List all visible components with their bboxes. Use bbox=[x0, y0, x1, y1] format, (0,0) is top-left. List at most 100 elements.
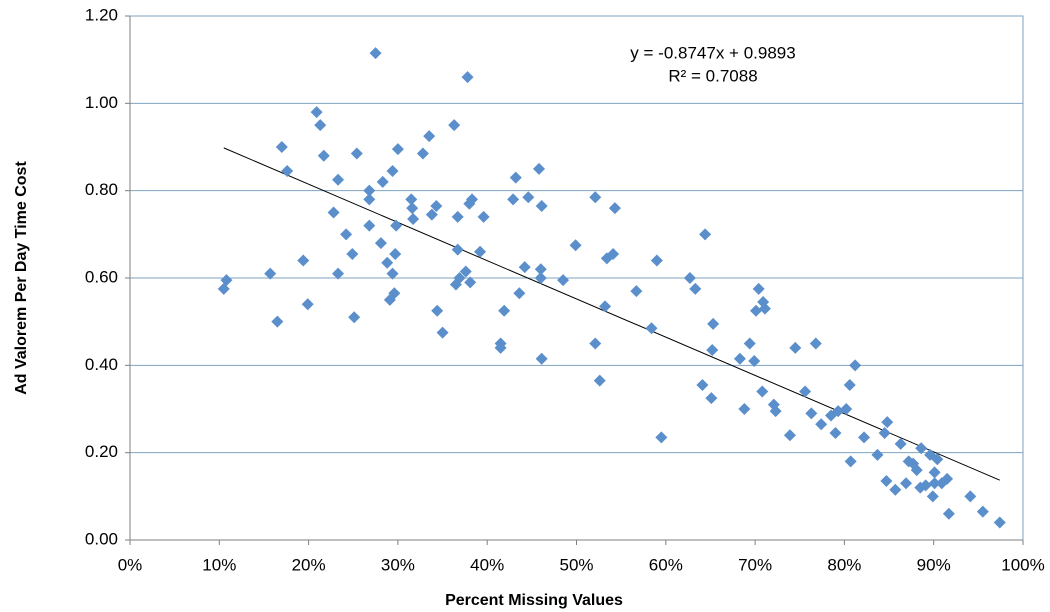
point bbox=[451, 210, 464, 223]
point bbox=[271, 315, 284, 328]
point bbox=[416, 147, 429, 160]
point bbox=[264, 267, 277, 280]
point bbox=[386, 267, 399, 280]
point bbox=[900, 477, 913, 490]
point bbox=[494, 341, 507, 354]
point bbox=[931, 453, 944, 466]
point bbox=[430, 199, 443, 212]
point bbox=[310, 106, 323, 119]
point bbox=[756, 385, 769, 398]
point bbox=[327, 206, 340, 219]
point bbox=[474, 245, 487, 258]
point bbox=[926, 490, 939, 503]
point bbox=[964, 490, 977, 503]
y-tick-label: 0.20 bbox=[85, 442, 118, 461]
point bbox=[522, 191, 535, 204]
point bbox=[388, 287, 401, 300]
point bbox=[849, 359, 862, 372]
point bbox=[769, 405, 782, 418]
point bbox=[390, 219, 403, 232]
point bbox=[535, 199, 548, 212]
point bbox=[346, 247, 359, 260]
y-tick-label: 0.80 bbox=[85, 180, 118, 199]
point bbox=[513, 287, 526, 300]
point bbox=[844, 455, 857, 468]
x-tick-label: 50% bbox=[559, 555, 593, 574]
point bbox=[425, 208, 438, 221]
point bbox=[498, 304, 511, 317]
point bbox=[696, 378, 709, 391]
point bbox=[220, 274, 233, 287]
point bbox=[789, 341, 802, 354]
x-tick-label: 10% bbox=[202, 555, 236, 574]
point bbox=[332, 267, 345, 280]
point bbox=[589, 337, 602, 350]
point bbox=[871, 448, 884, 461]
point bbox=[363, 184, 376, 197]
point bbox=[532, 162, 545, 175]
point bbox=[451, 243, 464, 256]
point bbox=[381, 256, 394, 269]
point bbox=[928, 466, 941, 479]
point bbox=[391, 143, 404, 156]
point bbox=[518, 261, 531, 274]
point bbox=[535, 352, 548, 365]
point bbox=[829, 427, 842, 440]
point bbox=[569, 239, 582, 252]
x-tick-label: 60% bbox=[649, 555, 683, 574]
point bbox=[748, 354, 761, 367]
point bbox=[805, 407, 818, 420]
point bbox=[593, 374, 606, 387]
point bbox=[743, 337, 756, 350]
point bbox=[281, 165, 294, 178]
point bbox=[705, 392, 718, 405]
point bbox=[650, 254, 663, 267]
point bbox=[534, 272, 547, 284]
point bbox=[386, 165, 399, 178]
y-tick-label: 1.20 bbox=[85, 5, 118, 24]
point bbox=[389, 247, 402, 260]
point bbox=[858, 431, 871, 444]
point bbox=[894, 437, 907, 450]
point bbox=[406, 202, 419, 215]
x-tick-label: 80% bbox=[827, 555, 861, 574]
point bbox=[314, 119, 327, 132]
x-tick-label: 0% bbox=[118, 555, 143, 574]
point bbox=[405, 193, 418, 206]
point bbox=[919, 479, 932, 492]
x-tick-label: 30% bbox=[381, 555, 415, 574]
point bbox=[363, 193, 376, 206]
point bbox=[589, 191, 602, 204]
point bbox=[889, 483, 902, 496]
point bbox=[928, 477, 941, 490]
x-tick-label: 70% bbox=[738, 555, 772, 574]
trendline bbox=[223, 147, 1000, 481]
point bbox=[733, 352, 746, 365]
point bbox=[738, 403, 751, 415]
point bbox=[707, 317, 720, 330]
point bbox=[363, 219, 376, 232]
y-tick-label: 0.40 bbox=[85, 355, 118, 374]
point bbox=[464, 276, 477, 289]
point bbox=[645, 322, 658, 335]
x-tick-label: 100% bbox=[1001, 555, 1044, 574]
point bbox=[630, 285, 643, 298]
point bbox=[507, 193, 520, 206]
x-tick-label: 40% bbox=[470, 555, 504, 574]
point bbox=[915, 442, 928, 455]
y-tick-label: 1.00 bbox=[85, 93, 118, 112]
y-tick-label: 0.00 bbox=[85, 529, 118, 548]
point bbox=[436, 326, 449, 339]
point bbox=[607, 247, 620, 260]
point bbox=[297, 254, 310, 267]
point bbox=[809, 337, 822, 350]
point bbox=[369, 47, 382, 60]
point bbox=[976, 505, 989, 518]
point bbox=[881, 416, 894, 429]
point bbox=[941, 472, 954, 485]
point bbox=[461, 71, 474, 84]
point bbox=[431, 304, 444, 317]
point bbox=[752, 282, 765, 295]
x-axis-title: Percent Missing Values bbox=[445, 592, 623, 609]
